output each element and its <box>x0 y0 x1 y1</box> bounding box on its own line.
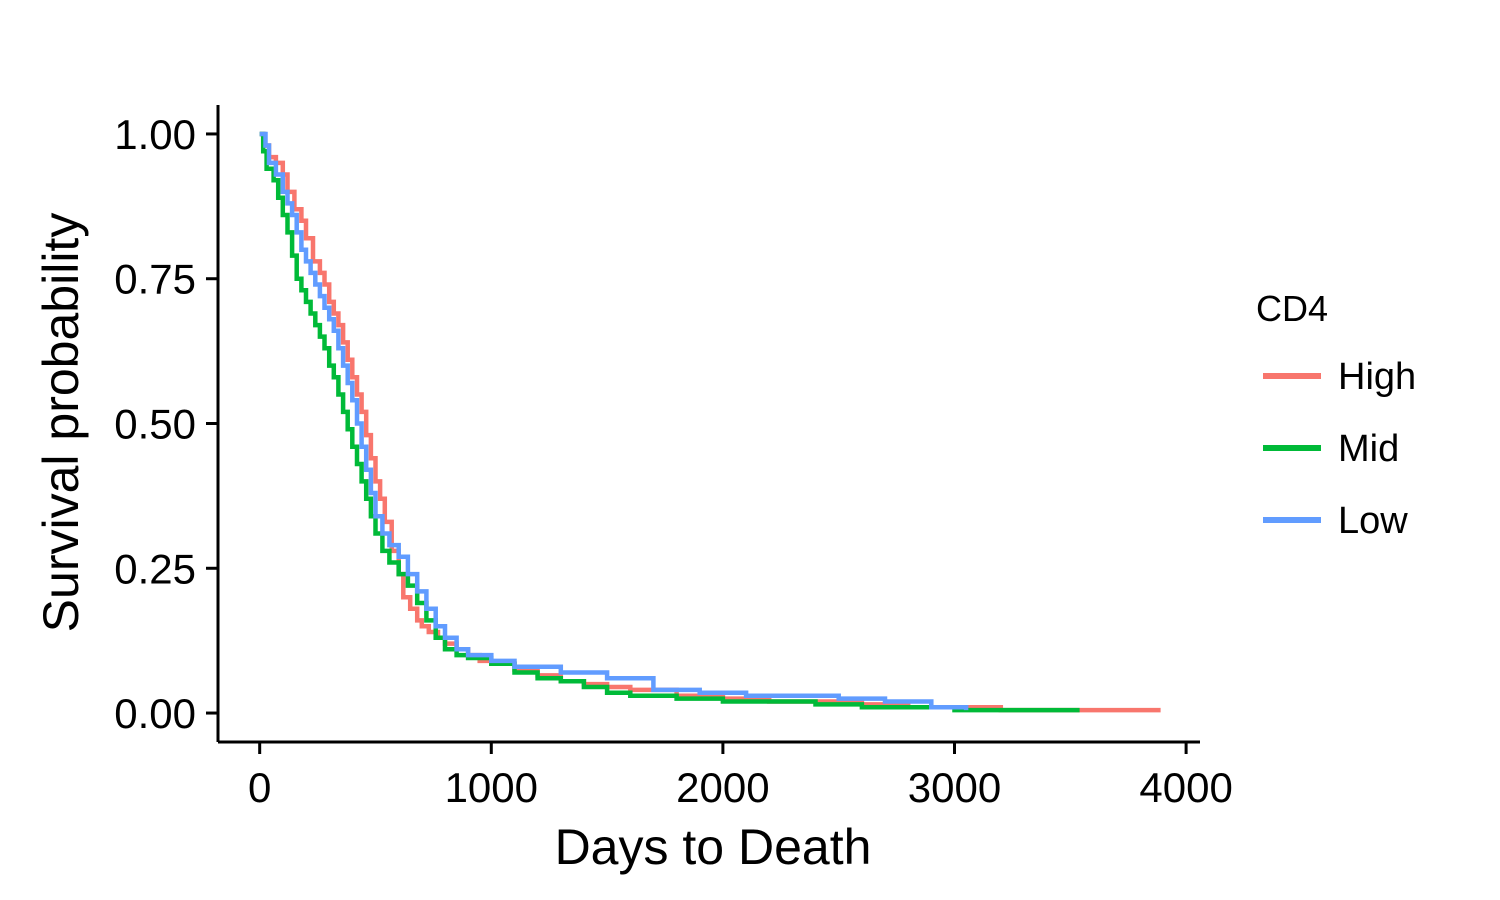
legend: CD4 High Mid Low <box>1256 288 1416 542</box>
x-tick-label: 3000 <box>908 764 1001 811</box>
x-ticks: 0 1000 2000 3000 4000 <box>248 742 1233 811</box>
series-lines-layer <box>259 131 1161 713</box>
legend-label-mid: Mid <box>1338 428 1399 470</box>
x-tick-label: 2000 <box>676 764 769 811</box>
x-tick-label: 0 <box>248 764 271 811</box>
legend-title: CD4 <box>1256 288 1328 329</box>
y-tick-label: 0.00 <box>114 690 196 737</box>
y-tick-label: 1.00 <box>114 111 196 158</box>
y-tick-label: 0.50 <box>114 401 196 448</box>
legend-label-high: High <box>1338 356 1416 398</box>
x-axis-title: Days to Death <box>555 819 872 875</box>
y-axis-title: Survival probability <box>33 213 89 633</box>
x-tick-label: 4000 <box>1139 764 1232 811</box>
series-line-low <box>259 131 969 711</box>
y-tick-label: 0.75 <box>114 256 196 303</box>
x-tick-label: 1000 <box>445 764 538 811</box>
series-line-high <box>259 131 1161 713</box>
y-ticks: 0.00 0.25 0.50 0.75 1.00 <box>114 111 218 737</box>
legend-label-low: Low <box>1338 500 1408 542</box>
y-tick-label: 0.25 <box>114 545 196 592</box>
legend-items: High Mid Low <box>1263 356 1416 542</box>
series-line-mid <box>259 131 1080 713</box>
axes-layer: 0 1000 2000 3000 4000 0.00 0.25 0.50 0.75 1.00 <box>114 105 1233 811</box>
